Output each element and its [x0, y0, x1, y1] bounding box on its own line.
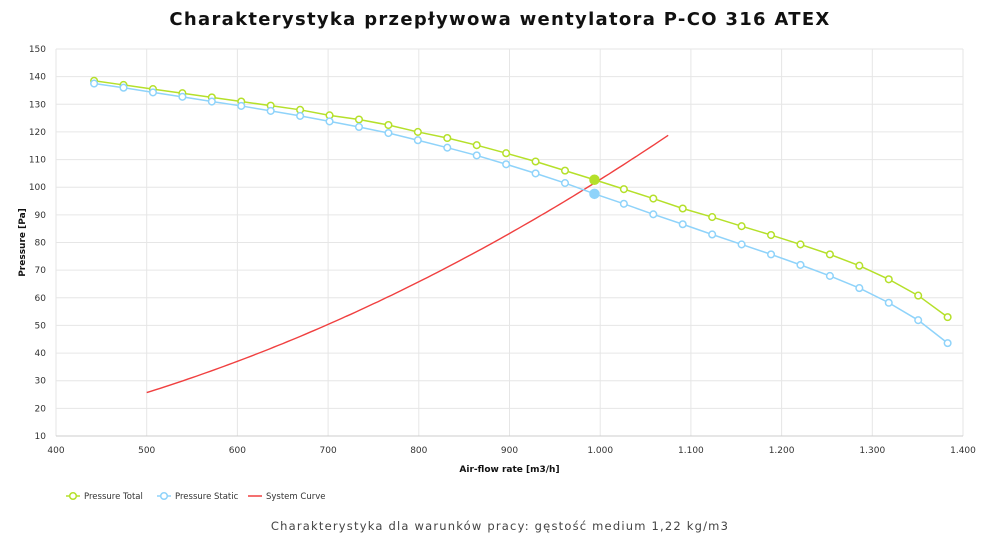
x-tick-label: 1.200 [769, 446, 795, 456]
data-point [943, 339, 952, 348]
data-point [796, 260, 805, 269]
data-point [119, 83, 128, 92]
y-tick-label: 30 [35, 377, 47, 387]
data-point [678, 220, 687, 229]
data-point [472, 141, 481, 150]
data-point [443, 143, 452, 152]
y-tick-label: 100 [29, 183, 46, 193]
x-tick-label: 1.400 [950, 446, 976, 456]
data-point [678, 204, 687, 213]
data-point [560, 166, 570, 175]
data-point [619, 185, 628, 194]
data-point [413, 127, 422, 136]
data-point [325, 117, 334, 126]
data-point [237, 101, 246, 110]
data-point [502, 149, 511, 158]
y-tick-label: 130 [29, 100, 46, 110]
y-tick-label: 140 [29, 73, 46, 83]
data-point [90, 79, 99, 88]
x-tick-label: 800 [410, 446, 427, 456]
data-point [766, 230, 776, 240]
y-tick-label: 110 [29, 156, 46, 166]
data-point [708, 230, 717, 239]
y-tick-label: 60 [35, 294, 47, 304]
data-point [178, 92, 187, 101]
data-point [296, 111, 305, 120]
data-point [796, 240, 805, 249]
legend-label: Pressure Static [175, 492, 239, 502]
data-point [207, 97, 216, 106]
system-curve-line [146, 134, 669, 394]
data-point [531, 169, 540, 178]
y-tick-label: 90 [35, 211, 47, 221]
y-tick-label: 150 [29, 45, 46, 55]
legend-marker [68, 491, 78, 501]
operating-point [589, 188, 600, 200]
y-tick-label: 40 [35, 349, 47, 359]
data-point [737, 222, 746, 231]
y-tick-label: 120 [29, 128, 46, 138]
y-tick-label: 80 [35, 239, 47, 249]
y-tick-label: 20 [35, 404, 47, 414]
data-point [384, 120, 393, 130]
legend-label: Pressure Total [84, 492, 143, 502]
data-point [914, 316, 923, 325]
y-axis-label: Pressure [Pa] [18, 208, 28, 277]
data-point [884, 298, 893, 307]
data-point [737, 240, 746, 249]
data-point [825, 250, 834, 259]
x-tick-label: 1.300 [859, 446, 885, 456]
data-point [649, 194, 658, 203]
data-point [825, 271, 834, 280]
x-tick-label: 1.100 [678, 446, 704, 456]
x-tick-label: 400 [47, 446, 64, 456]
legend-marker [159, 491, 169, 501]
data-point [531, 157, 540, 166]
legend-label: System Curve [266, 492, 325, 502]
data-point [443, 133, 452, 143]
x-tick-label: 1.000 [587, 446, 613, 456]
data-point [855, 261, 864, 270]
data-point [384, 128, 393, 138]
x-axis-label: Air-flow rate [m3/h] [459, 465, 559, 475]
operating-point [589, 174, 600, 186]
x-tick-label: 600 [229, 446, 246, 456]
data-point [884, 275, 893, 284]
data-point [266, 106, 275, 115]
x-tick-label: 900 [501, 446, 518, 456]
data-point [619, 199, 628, 208]
pressure-static-line [93, 82, 949, 344]
data-point [148, 88, 158, 97]
data-point [914, 291, 923, 300]
data-point [649, 210, 658, 219]
pressure-total-line [93, 80, 949, 318]
data-point [560, 179, 570, 188]
chart-title: Charakterystyka przepływowa wentylatora … [169, 9, 831, 30]
data-point [943, 313, 952, 322]
data-point [708, 213, 717, 222]
y-tick-label: 10 [35, 432, 47, 442]
data-point [354, 115, 364, 124]
data-point [413, 136, 422, 145]
y-tick-label: 50 [35, 321, 47, 331]
x-tick-label: 500 [138, 446, 155, 456]
data-point [855, 284, 864, 293]
data-point [472, 151, 481, 160]
data-point [502, 160, 511, 169]
chart-subtitle: Charakterystyka dla warunków pracy: gęst… [270, 519, 730, 533]
data-point [354, 122, 364, 132]
y-tick-label: 70 [35, 266, 47, 276]
data-point [766, 250, 776, 259]
x-tick-label: 700 [320, 446, 337, 456]
